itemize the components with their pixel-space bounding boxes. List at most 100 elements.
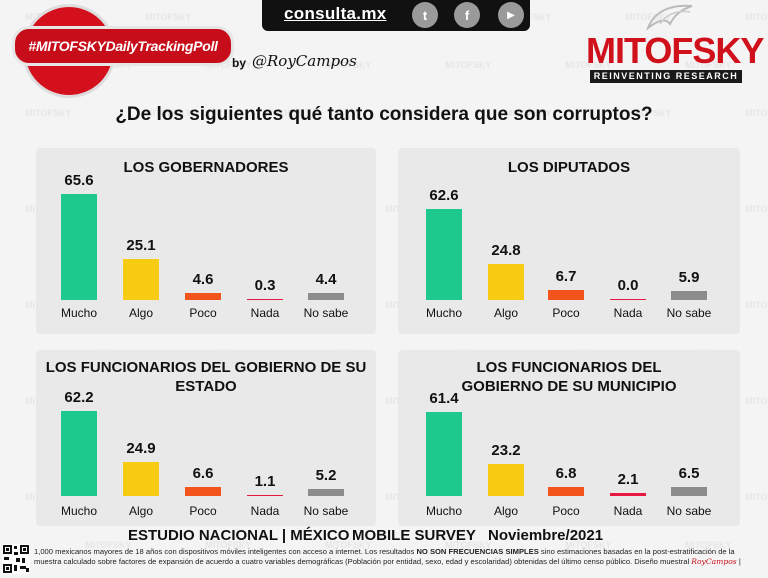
bar-poco [185, 292, 221, 300]
bar-value-label: 4.4 [315, 270, 337, 288]
category-label: Nada [613, 504, 643, 518]
bar-value-label: 2.1 [617, 471, 639, 489]
watermark-mark: MITOFSKY [625, 108, 671, 118]
category-label: Poco [552, 504, 580, 518]
chart-panel-municipio: LOS FUNCIONARIOS DEL GOBIERNO DE SU MUNI… [398, 350, 740, 526]
site-link[interactable]: consulta.mx [284, 4, 387, 23]
watermark-mark: MITOFSKY [325, 540, 371, 550]
footer-date: Noviembre/2021 [488, 527, 604, 544]
watermark-mark: MITOFSKY [325, 60, 371, 70]
bar-value-label: 4.6 [192, 270, 214, 288]
bar-mucho [426, 209, 462, 300]
chart-title: LOS GOBERNADORES [123, 159, 289, 176]
bar-value-label: 6.5 [678, 465, 700, 483]
bar-value-label: 24.9 [126, 440, 156, 458]
bar-poco [548, 290, 584, 300]
chart-title: LOS FUNCIONARIOS DEL GOBIERNO DE SU MUNI… [461, 359, 677, 395]
bar-value-label: 0.3 [254, 276, 276, 294]
footer-survey: MOBILE SURVEY [352, 527, 476, 544]
category-label: No sabe [666, 306, 712, 320]
watermark-mark: MITOFSKY [745, 492, 768, 502]
facebook-icon[interactable]: f [454, 2, 480, 28]
watermark-mark: MITOFSKY [745, 396, 768, 406]
disclaimer-text: | [736, 557, 741, 566]
youtube-icon[interactable]: ▶ [498, 2, 524, 28]
watermark-mark: MITOFSKY [205, 540, 251, 550]
category-label: Nada [250, 306, 280, 320]
watermark-mark: MITOFSKY [385, 108, 431, 118]
category-label: Mucho [425, 306, 463, 320]
footer-study: ESTUDIO NACIONAL | MÉXICO [128, 527, 350, 544]
disclaimer-emphasis: NO SON FRECUENCIAS SIMPLES [416, 547, 539, 556]
watermark-mark: MITOFSKY [85, 540, 131, 550]
category-label: Nada [250, 504, 280, 518]
chart-panel-diputados: LOS DIPUTADOS 62.6 Mucho 24.8 Algo 6.7 Poco 0.… [398, 148, 740, 334]
watermark-mark: MITOFSKY [265, 108, 311, 118]
byline-signature: @RoyCampos [252, 52, 357, 70]
bar-poco [185, 487, 221, 496]
bar-value-label: 6.8 [555, 464, 577, 482]
qr-code-icon [2, 544, 30, 574]
bar-value-label: 24.8 [491, 242, 521, 260]
bar-no-sabe [308, 292, 344, 300]
bar-nada [610, 493, 646, 496]
watermark-mark: MITOFSKY [145, 108, 191, 118]
category-label: Mucho [60, 504, 98, 518]
chart-panel-estado: LOS FUNCIONARIOS DEL GOBIERNO DE SU ESTA… [36, 350, 376, 526]
bar-value-label: 62.2 [64, 389, 94, 407]
bar-no-sabe [671, 487, 707, 496]
watermark-mark: MITOFSKY [745, 300, 768, 310]
watermark-mark: MITOFSKY [445, 540, 491, 550]
methodology-disclaimer: 1,000 mexicanos mayores de 18 años con d… [34, 547, 764, 567]
bar-algo [123, 259, 159, 300]
watermark-mark: MITOFSKY [25, 108, 71, 118]
watermark-mark: MITOFSKY [685, 60, 731, 70]
bar-mucho [61, 411, 97, 496]
watermark-mark: MITOFSKY [685, 540, 731, 550]
bar-mucho [426, 411, 462, 496]
chart-panel-gobernadores: LOS GOBERNADORES 65.6 Mucho 25.1 Algo 4.6 Poc… [36, 148, 376, 334]
category-label: Algo [493, 306, 519, 320]
bar-mucho [61, 193, 97, 300]
watermark-mark: MITOFSKY [505, 108, 551, 118]
bar-algo [123, 462, 159, 496]
byline-label: by [232, 56, 247, 70]
category-label: Algo [493, 504, 519, 518]
category-label: Algo [128, 504, 154, 518]
top-bar [262, 0, 530, 31]
bar-value-label: 5.2 [315, 466, 337, 484]
bar-poco [548, 486, 584, 496]
twitter-icon[interactable]: t [412, 2, 438, 28]
category-label: Mucho [425, 504, 463, 518]
bar-algo [488, 264, 524, 300]
bar-value-label: 0.0 [617, 276, 639, 294]
bar-value-label: 62.6 [429, 187, 459, 205]
watermark-mark: MITOFSKY [625, 12, 671, 22]
bar-value-label: 61.4 [429, 389, 459, 407]
bar-value-label: 25.1 [126, 237, 156, 255]
category-label: Poco [189, 504, 217, 518]
category-label: No sabe [303, 504, 349, 518]
category-label: Algo [128, 306, 154, 320]
bar-algo [488, 464, 524, 496]
disclaimer-signature: RoyCampos [691, 557, 737, 566]
bar-nada [610, 298, 646, 300]
watermark-mark: MITOFSKY [145, 12, 191, 22]
bar-value-label: 65.6 [64, 171, 94, 189]
watermark-mark: MITOFSKY [745, 108, 768, 118]
category-label: No sabe [666, 504, 712, 518]
bar-value-label: 23.2 [491, 442, 521, 460]
bar-no-sabe [671, 291, 707, 300]
survey-question: ¿De los siguientes qué tanto considera q… [115, 104, 653, 125]
watermark-mark: MITOFSKY [205, 60, 251, 70]
bar-value-label: 5.9 [678, 269, 700, 287]
chart-title: LOS FUNCIONARIOS DEL GOBIERNO DE SU ESTA… [45, 359, 367, 395]
watermark-mark: MITOFSKY [445, 60, 491, 70]
brand-logo: MITOFSKY [586, 30, 764, 71]
disclaimer-text: 1,000 mexicanos mayores de 18 años con d… [34, 547, 417, 556]
bar-value-label: 6.7 [555, 268, 577, 286]
bar-value-label: 6.6 [192, 465, 214, 483]
hashtag-badge: #MITOFSKYDailyTrackingPoll [12, 26, 234, 66]
bar-nada [247, 494, 283, 496]
category-label: Mucho [60, 306, 98, 320]
